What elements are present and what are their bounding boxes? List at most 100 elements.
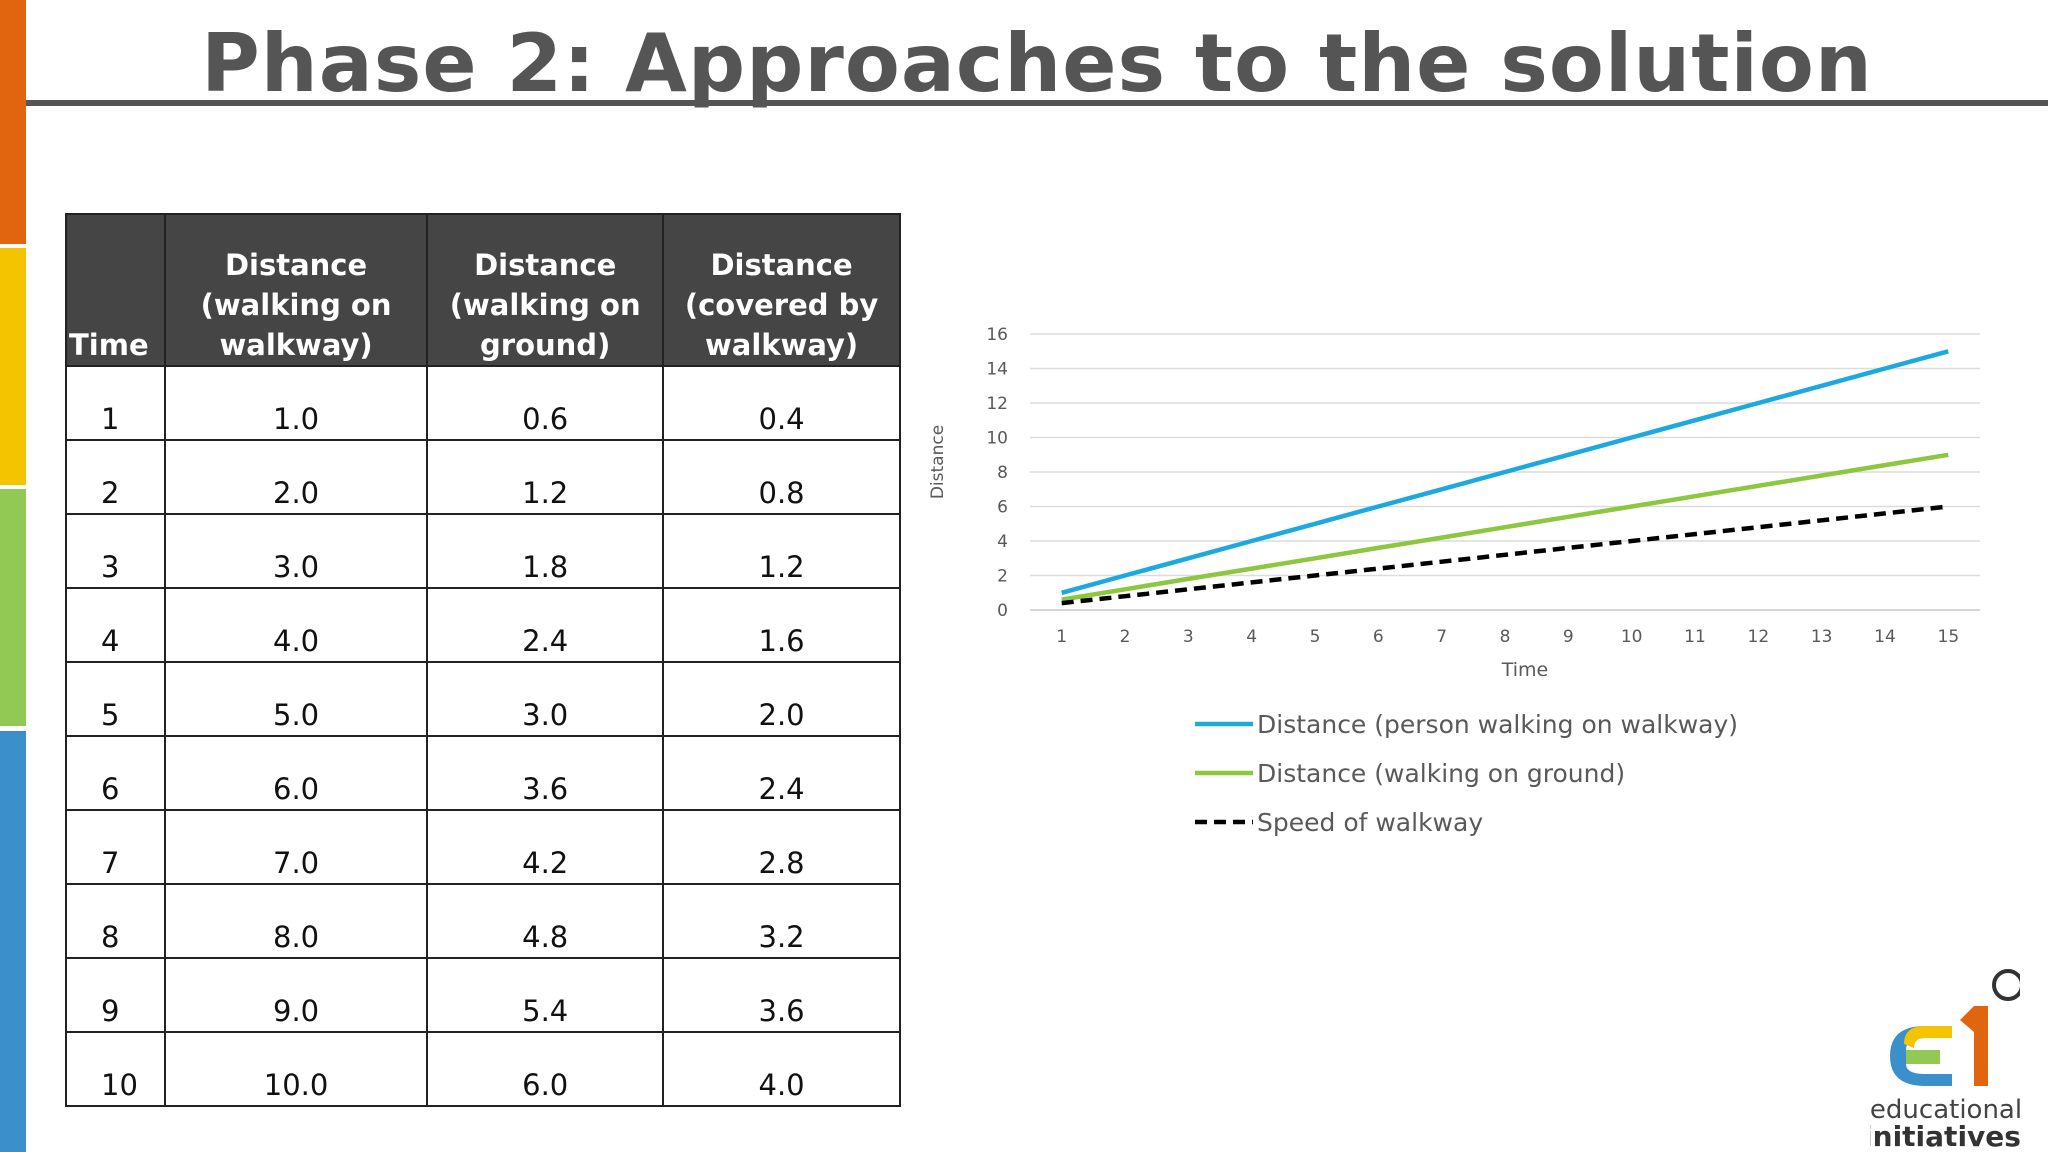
logo-e-middle: [1906, 1050, 1940, 1064]
table-header-time: Time: [65, 213, 166, 367]
title-underline: [26, 100, 2048, 106]
table-cell: 4: [65, 587, 166, 663]
x-tick-label: 13: [1811, 627, 1833, 647]
table-cell: 6.0: [426, 1031, 665, 1107]
x-tick-label: 5: [1310, 627, 1321, 647]
table-cell: 7: [65, 809, 166, 885]
table-cell: 8.0: [163, 883, 429, 959]
table-cell: 7.0: [163, 809, 429, 885]
accent-bar-orange: [0, 0, 26, 244]
x-tick-label: 7: [1436, 627, 1447, 647]
table-cell: 5.0: [163, 661, 429, 737]
table-cell: 3.0: [163, 513, 429, 589]
x-tick-label: 1: [1056, 627, 1067, 647]
table-cell: 3.2: [662, 883, 901, 959]
table-row: 7 7.0 4.2 2.8: [65, 809, 901, 885]
table-row: 5 5.0 3.0 2.0: [65, 661, 901, 737]
x-tick-label: 12: [1748, 627, 1770, 647]
y-tick-label: 8: [997, 463, 1008, 483]
x-tick-label: 11: [1684, 627, 1706, 647]
table-cell: 10: [65, 1031, 166, 1107]
legend-label: Distance (walking on ground): [1257, 759, 1625, 788]
accent-bar-yellow: [0, 248, 26, 485]
table-row: 10 10.0 6.0 4.0: [65, 1031, 901, 1107]
x-tick-label: 14: [1874, 627, 1896, 647]
y-tick-label: 6: [997, 498, 1008, 518]
x-tick-label: 3: [1183, 627, 1194, 647]
y-tick-label: 14: [986, 360, 1008, 380]
table-header-row: Time Distance (walking on walkway) Dista…: [65, 213, 901, 367]
table-cell: 0.8: [662, 439, 901, 515]
table-cell: 1: [65, 365, 166, 441]
legend-label: Distance (person walking on walkway): [1257, 710, 1738, 739]
series-line-3: [1061, 504, 1949, 606]
legend-item: Distance (person walking on walkway): [1195, 710, 1738, 739]
chart-series: [1061, 349, 1949, 606]
table-cell: 2.0: [662, 661, 901, 737]
table-cell: 2.4: [662, 735, 901, 811]
table-cell: 2.0: [163, 439, 429, 515]
table-cell: 4.8: [426, 883, 665, 959]
series-line-1: [1061, 349, 1949, 595]
table-cell: 3.6: [426, 735, 665, 811]
table-cell: 1.2: [662, 513, 901, 589]
table-cell: 4.0: [662, 1031, 901, 1107]
table-cell: 2: [65, 439, 166, 515]
y-tick-label: 0: [997, 601, 1008, 621]
table-cell: 6: [65, 735, 166, 811]
chart-legend: Distance (person walking on walkway) Dist…: [1195, 710, 1738, 837]
table-row: 2 2.0 1.2 0.8: [65, 439, 901, 515]
slide-title: Phase 2: Approaches to the solution: [201, 17, 1873, 110]
x-tick-label: 15: [1938, 627, 1960, 647]
table-cell: 9: [65, 957, 166, 1033]
table-cell: 2.8: [662, 809, 901, 885]
table-cell: 3.6: [662, 957, 901, 1033]
logo-text-line2: initiatives: [1870, 1120, 2020, 1152]
table-cell: 1.0: [163, 365, 429, 441]
table-cell: 5.4: [426, 957, 665, 1033]
table-row: 9 9.0 5.4 3.6: [65, 957, 901, 1033]
table-cell: 4.2: [426, 809, 665, 885]
table-row: 8 8.0 4.8 3.2: [65, 883, 901, 959]
series-line-2: [1061, 452, 1949, 602]
table-cell: 1.8: [426, 513, 665, 589]
table-cell: 2.4: [426, 587, 665, 663]
logo-text-line1: educational: [1870, 1095, 2020, 1125]
table-cell: 3: [65, 513, 166, 589]
legend-label: Speed of walkway: [1257, 808, 1483, 837]
chart-x-ticks: 1 2 3 4 5 6 7 8 9 10 11 12 13 14 15: [1056, 627, 1959, 647]
logo-one-shape: [1960, 1006, 1988, 1086]
x-tick-label: 2: [1120, 627, 1131, 647]
table-header-walkway: Distance (walking on walkway): [163, 213, 429, 367]
table-cell: 1.2: [426, 439, 665, 515]
accent-bar-blue: [0, 731, 26, 1152]
x-tick-label: 9: [1563, 627, 1574, 647]
table-cell: 9.0: [163, 957, 429, 1033]
table-cell: 0.6: [426, 365, 665, 441]
table-row: 3 3.0 1.8 1.2: [65, 513, 901, 589]
table-header-ground: Distance (walking on ground): [426, 213, 665, 367]
accent-bar-green: [0, 489, 26, 726]
table-cell: 3.0: [426, 661, 665, 737]
table-row: 1 1.0 0.6 0.4: [65, 365, 901, 441]
data-table: Time Distance (walking on walkway) Dista…: [65, 213, 901, 1107]
y-tick-label: 4: [997, 532, 1008, 552]
chart-y-ticks: 0 2 4 6 8 10 12 14 16: [986, 325, 1008, 621]
table-cell: 4.0: [163, 587, 429, 663]
x-tick-label: 6: [1373, 627, 1384, 647]
table-header-covered: Distance (covered by walkway): [662, 213, 901, 367]
table-row: 4 4.0 2.4 1.6: [65, 587, 901, 663]
table-cell: 0.4: [662, 365, 901, 441]
legend-item: Speed of walkway: [1195, 808, 1483, 837]
table-cell: 5: [65, 661, 166, 737]
y-tick-label: 2: [997, 567, 1008, 587]
table-cell: 6.0: [163, 735, 429, 811]
x-tick-label: 10: [1621, 627, 1643, 647]
table-cell: 8: [65, 883, 166, 959]
y-axis-label: Distance: [928, 425, 948, 499]
logo-circle: [1992, 969, 2020, 1001]
y-tick-label: 12: [986, 394, 1008, 414]
y-tick-label: 16: [986, 325, 1008, 345]
x-tick-label: 4: [1246, 627, 1257, 647]
